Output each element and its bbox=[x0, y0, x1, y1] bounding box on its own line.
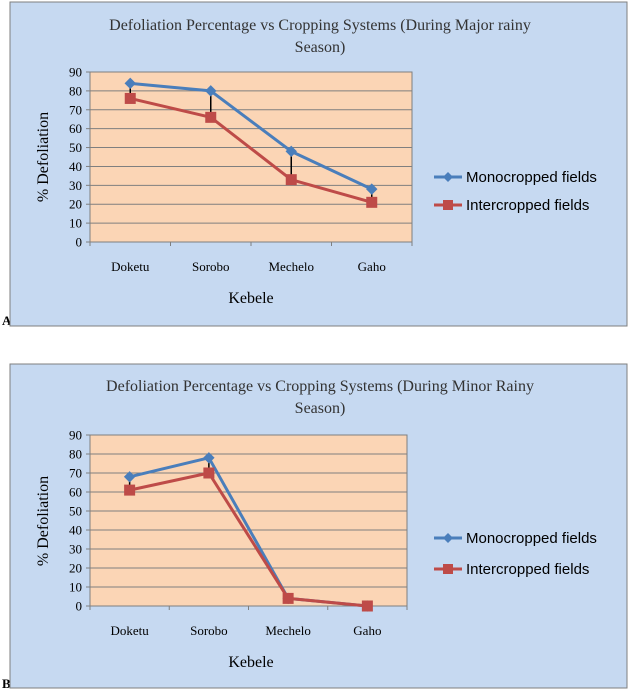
y-tick-label: 10 bbox=[69, 216, 82, 231]
x-axis-title: Kebele bbox=[228, 654, 273, 671]
y-tick-label: 0 bbox=[76, 235, 83, 250]
data-point-monocropped bbox=[203, 452, 215, 464]
y-tick-label: 30 bbox=[69, 542, 82, 557]
data-point-intercropped bbox=[203, 467, 215, 479]
y-tick-label: 60 bbox=[69, 485, 82, 500]
x-tick-label: Sorobo bbox=[190, 623, 228, 638]
y-tick-label: 0 bbox=[76, 599, 83, 614]
y-tick-label: 80 bbox=[69, 83, 82, 98]
data-point-monocropped bbox=[205, 85, 217, 97]
y-axis-title: % Defoliation bbox=[35, 112, 52, 202]
x-axis-title: Kebele bbox=[228, 290, 273, 307]
data-point-intercropped bbox=[366, 196, 378, 208]
legend-marker bbox=[443, 172, 453, 182]
plot-area bbox=[89, 71, 413, 243]
y-tick-label: 40 bbox=[69, 159, 82, 174]
legend-marker bbox=[443, 533, 453, 543]
legend-label: Monocropped fields bbox=[466, 530, 597, 547]
legend-marker bbox=[443, 200, 453, 210]
data-point-intercropped bbox=[361, 600, 373, 612]
x-tick-label: Doketu bbox=[110, 623, 149, 638]
y-tick-label: 80 bbox=[69, 447, 82, 462]
y-tick-label: 40 bbox=[69, 523, 82, 538]
data-point-intercropped bbox=[124, 484, 136, 496]
plot-area bbox=[89, 434, 408, 607]
series-line-intercropped bbox=[129, 96, 373, 204]
chart-title-line2: Season) bbox=[295, 39, 346, 56]
y-tick-label: 60 bbox=[69, 121, 82, 136]
y-tick-label: 70 bbox=[69, 102, 82, 117]
x-tick-label: Mechelo bbox=[269, 259, 314, 274]
x-tick-label: Gaho bbox=[353, 623, 381, 638]
panel-label-b: B bbox=[2, 676, 11, 691]
y-tick-label: 70 bbox=[69, 466, 82, 481]
data-point-monocropped bbox=[124, 77, 136, 90]
data-point-intercropped bbox=[285, 174, 297, 186]
chart-title-line2: Season) bbox=[295, 400, 346, 417]
y-axis-title: % Defoliation bbox=[35, 476, 52, 566]
legend-label: Monocropped fields bbox=[466, 169, 597, 186]
y-tick-label: 20 bbox=[69, 197, 82, 212]
y-tick-label: 90 bbox=[69, 428, 82, 443]
x-tick-label: Doketu bbox=[111, 259, 150, 274]
y-tick-label: 30 bbox=[69, 178, 82, 193]
x-tick-label: Gaho bbox=[358, 259, 386, 274]
data-point-monocropped bbox=[285, 145, 297, 158]
data-point-monocropped bbox=[366, 183, 378, 195]
y-tick-label: 50 bbox=[69, 140, 82, 155]
y-tick-label: 10 bbox=[69, 580, 82, 595]
data-point-intercropped bbox=[205, 111, 217, 123]
legend-marker bbox=[443, 564, 453, 574]
x-tick-label: Mechelo bbox=[265, 623, 310, 638]
y-tick-label: 90 bbox=[69, 65, 82, 80]
data-point-intercropped bbox=[282, 592, 294, 604]
chart-title-line1: Defoliation Percentage vs Cropping Syste… bbox=[109, 17, 531, 34]
panel-label-a: A bbox=[2, 313, 12, 328]
data-point-monocropped bbox=[123, 471, 136, 483]
data-point-intercropped bbox=[124, 92, 136, 104]
chart-b: Defoliation Percentage vs Cropping Syste… bbox=[9, 363, 628, 689]
x-tick-label: Sorobo bbox=[192, 259, 230, 274]
chart-a: Defoliation Percentage vs Cropping Syste… bbox=[9, 1, 628, 327]
series-line-monocropped bbox=[130, 81, 373, 191]
series-line-intercropped bbox=[129, 471, 368, 608]
chart-title-line1: Defoliation Percentage vs Cropping Syste… bbox=[106, 378, 534, 395]
y-tick-label: 20 bbox=[69, 561, 82, 576]
y-tick-label: 50 bbox=[69, 504, 82, 519]
legend-label: Intercropped fields bbox=[466, 197, 589, 214]
legend-label: Intercropped fields bbox=[466, 561, 589, 578]
